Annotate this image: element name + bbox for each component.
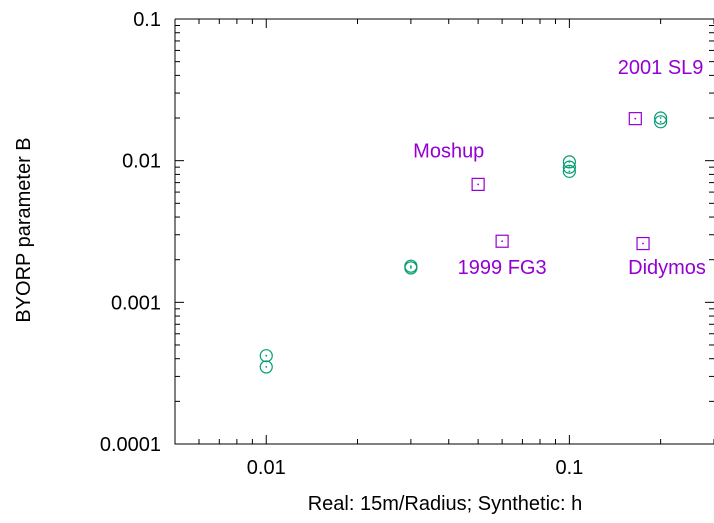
x-tick-label: 0.1	[555, 457, 583, 479]
x-axis-label: Real: 15m/Radius; Synthetic: h	[308, 493, 583, 515]
circle-point	[562, 164, 576, 178]
point-dot	[501, 240, 504, 243]
data-points-group	[259, 111, 668, 374]
circle-marker	[259, 349, 273, 363]
point-dot	[265, 354, 268, 357]
square-marker	[495, 234, 509, 248]
point-dot	[568, 166, 571, 169]
y-tick-label: 0.1	[133, 9, 161, 31]
plot-border	[174, 18, 714, 445]
point-dot	[634, 117, 637, 120]
circle-point	[654, 111, 668, 125]
square-marker	[636, 236, 650, 251]
square-point	[628, 112, 642, 126]
y-tick-label: 0.001	[111, 292, 161, 314]
point-annotation: 1999 FG3	[458, 257, 547, 279]
point-annotation: 2001 SL9	[618, 57, 704, 79]
circle-marker	[654, 111, 668, 125]
circle-marker	[562, 164, 576, 178]
square-marker	[628, 112, 642, 126]
circle-marker	[259, 360, 273, 374]
square-point	[495, 234, 509, 248]
x-tick-label: 0.01	[247, 457, 286, 479]
square-marker	[471, 177, 485, 191]
y-axis-label: BYORP parameter B	[13, 137, 35, 322]
square-point	[636, 236, 650, 251]
point-annotation: Didymos	[628, 257, 706, 279]
point-annotation: Moshup	[413, 141, 484, 163]
point-dot	[642, 242, 644, 245]
y-tick-label: 0.01	[122, 151, 161, 173]
circle-point	[404, 261, 418, 275]
annotations-group: 2001 SL9 Moshup 1999 FG3 Didymos	[413, 57, 706, 279]
point-dot	[568, 170, 571, 173]
point-dot	[409, 267, 412, 269]
axis-ticks-group: 0.01 0.1 0.0001 0.001 0.01 0.1	[100, 9, 714, 479]
square-point	[471, 177, 485, 191]
point-dot	[265, 366, 268, 368]
point-dot	[409, 265, 412, 268]
circle-point	[259, 360, 273, 374]
point-dot	[659, 117, 662, 119]
circle-marker	[562, 160, 576, 174]
circle-point	[562, 155, 576, 169]
point-dot	[477, 183, 480, 186]
circle-point	[259, 349, 273, 363]
circle-marker	[654, 115, 668, 129]
circle-point	[562, 160, 576, 174]
circle-marker	[404, 261, 418, 275]
plot-frame-group	[174, 18, 714, 445]
circle-point	[654, 115, 668, 129]
point-dot	[659, 120, 662, 123]
y-tick-label: 0.0001	[100, 434, 161, 456]
